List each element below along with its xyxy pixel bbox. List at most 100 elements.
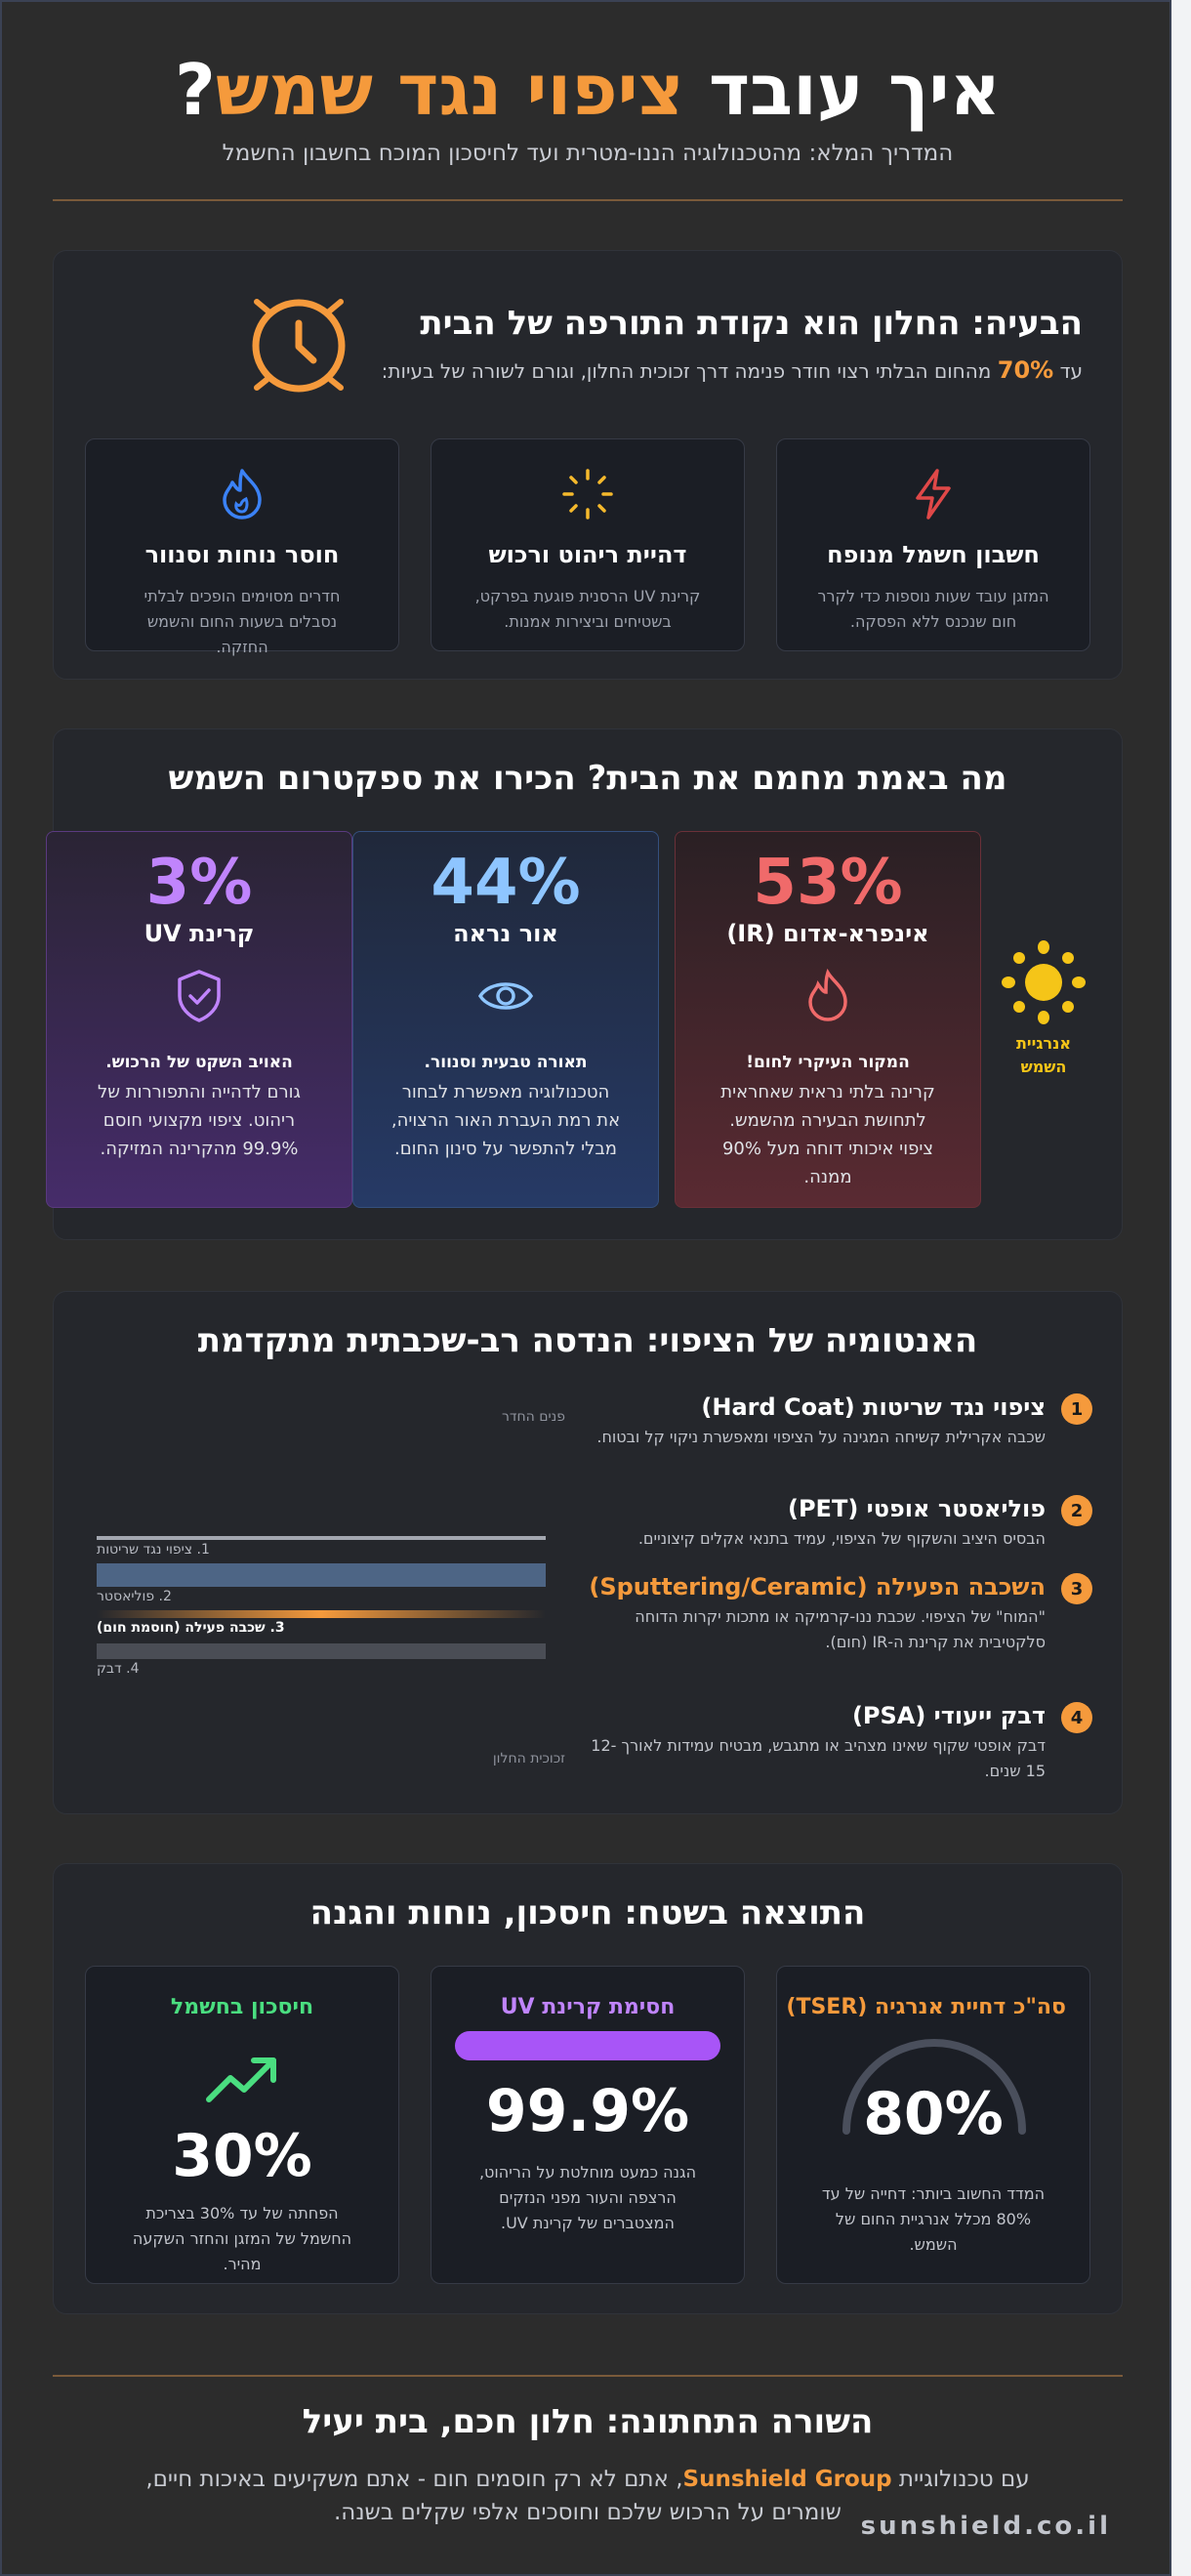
sun-label: אנרגיית השמש bbox=[1015, 1034, 1072, 1076]
tser-gauge: 80% bbox=[777, 2029, 1089, 2181]
trending-up-icon bbox=[206, 2057, 276, 2102]
adhesive-layer bbox=[97, 1643, 546, 1659]
spectrum-card-ir: 53% אינפרא-אדום (IR) המקור העיקרי לחום! … bbox=[675, 831, 981, 1208]
result-card-tser: סה"כ דחיית אנרגיה (TSER) 80% המדד החשוב … bbox=[776, 1966, 1090, 2284]
uv-progress-track bbox=[455, 2031, 720, 2060]
problem-section: הבעיה: החלון הוא נקודת התורפה של הבית עד… bbox=[53, 250, 1123, 680]
result-value: 99.9% bbox=[485, 2077, 690, 2145]
layer-number-badge: 1 bbox=[1061, 1393, 1092, 1425]
result-card-uv: חסימת קרינת UV 99.9% הגנה כמעט מוחלטת על… bbox=[431, 1966, 745, 2284]
layer-item: ציפוי נגד שריטות (Hard Coat) שכבה אקרילי… bbox=[587, 1392, 1046, 1450]
layer-desc: "המוח" של הציפוי. שכבת ננו-קרמיקה או מתכ… bbox=[635, 1607, 1046, 1651]
spectrum-desc: קרינה בלתי נראית שאחראית לתחושת הבעירה מ… bbox=[720, 1082, 935, 1187]
page-title: איך עובד ציפוי נגד שמש? bbox=[2, 41, 1173, 139]
footer-description: עם טכנולוגיית Sunshield Group, אתם לא רק… bbox=[139, 2463, 1037, 2529]
problem-card-electricity: חשבון חשמל מנופח המזגן עובד שעות נוספות … bbox=[776, 438, 1090, 651]
shield-check-icon bbox=[178, 970, 221, 1022]
spectrum-name: אור נראה bbox=[453, 920, 558, 947]
results-section: התוצאה בשטח: חיסכון, נוחות והגנה סה"כ דח… bbox=[53, 1863, 1123, 2314]
room-side-label: פנים החדר bbox=[501, 1409, 565, 1425]
title-accent: ציפוי נגד שמש bbox=[215, 49, 684, 131]
spectrum-card-uv: 3% קרינת UV האויב השקט של הרכוש. גורם לד… bbox=[46, 831, 352, 1208]
layer-label: 2. פוליאסטר bbox=[97, 1589, 172, 1604]
layer-item: השכבה הפעילה (Sputtering/Ceramic) "המוח"… bbox=[587, 1571, 1046, 1655]
layer-number-badge: 4 bbox=[1061, 1702, 1092, 1733]
problem-desc-prefix: עד bbox=[1059, 359, 1083, 383]
clock-icon bbox=[252, 299, 346, 393]
layer-label: 4. דבק bbox=[97, 1661, 140, 1677]
spectrum-name: קרינת UV bbox=[144, 920, 255, 947]
result-card-savings: חיסכון בחשמל 30% הפחתה של עד 30% בצריכת … bbox=[85, 1966, 399, 2284]
problem-card-title: חשבון חשמל מנופח bbox=[827, 541, 1040, 568]
footer-desc-rest: , אתם לא רק חוסמים חום - אתם משקיעים באי… bbox=[145, 2467, 842, 2525]
lightning-icon bbox=[916, 469, 951, 519]
layer-label: 3. שכבה פעילה (חוסמת חום) bbox=[97, 1620, 285, 1636]
spectrum-card-visible: 44% אור נראה תאורה טבעית וסנוור. הטכנולו… bbox=[352, 831, 659, 1208]
brand-name: Sunshield Group bbox=[682, 2467, 892, 2492]
problem-text: הבעיה: החלון הוא נקודת התורפה של הבית עד… bbox=[382, 304, 1083, 384]
layer-title: השכבה הפעילה (Sputtering/Ceramic) bbox=[589, 1573, 1046, 1600]
anatomy-title: האנטומיה של הציפוי: הנדסה רב-שכבתית מתקד… bbox=[197, 1321, 978, 1360]
result-title: חיסכון בחשמל bbox=[170, 1995, 314, 2019]
layer-title: ציפוי נגד שריטות (Hard Coat) bbox=[701, 1393, 1046, 1421]
hard-coat-layer bbox=[97, 1536, 546, 1540]
footer: השורה התחתונה: חלון חכם, בית יעיל עם טכנ… bbox=[2, 2402, 1173, 2529]
problem-card-fading: דהיית ריהוט ורכוש קרינת UV הרסנית פוגעת … bbox=[431, 438, 745, 651]
spectrum-lead: המקור העיקרי לחום! bbox=[746, 1053, 910, 1072]
gauge-arc bbox=[842, 2039, 1026, 2135]
spectrum-lead: תאורה טבעית וסנוור. bbox=[424, 1053, 588, 1072]
layer-number-badge: 2 bbox=[1061, 1495, 1092, 1526]
layer-label: 1. ציפוי נגד שריטות bbox=[97, 1542, 210, 1558]
spectrum-desc: הטכנולוגיה מאפשרת לבחור את רמת העברת האו… bbox=[390, 1082, 621, 1159]
sun-rays-icon bbox=[562, 469, 613, 519]
problem-title: הבעיה: החלון הוא נקודת התורפה של הבית bbox=[420, 304, 1083, 343]
title-part: איך עובד bbox=[708, 49, 1002, 131]
result-desc: הגנה כמעט מוחלטת על הריהוט, הרצפה והעור … bbox=[478, 2163, 697, 2232]
layer-title: פוליאסטר אופטי (PET) bbox=[787, 1495, 1046, 1522]
result-value: 30% bbox=[172, 2122, 312, 2190]
result-desc: הפחתה של עד 30% בצריכת החשמל של המזגן וה… bbox=[132, 2204, 352, 2273]
spectrum-name: אינפרא-אדום (IR) bbox=[726, 920, 929, 947]
problem-card-title: דהיית ריהוט ורכוש bbox=[488, 541, 687, 568]
layer-item: פוליאסטר אופטי (PET) הבסיס היציב והשקוף … bbox=[587, 1493, 1046, 1552]
flame-icon bbox=[223, 469, 262, 519]
pet-layer bbox=[97, 1563, 546, 1587]
problem-description: עד 70% מהחום הבלתי רצוי חודר פנימה דרך ז… bbox=[382, 356, 1083, 384]
spectrum-percent: 44% bbox=[431, 847, 581, 919]
footer-title: השורה התחתונה: חלון חכם, בית יעיל bbox=[302, 2402, 874, 2441]
result-desc: המדד החשוב ביותר: דחייה של עד 80% מכלל א… bbox=[821, 2184, 1046, 2254]
flame-icon bbox=[808, 968, 847, 1021]
result-title: סה"כ דחיית אנרגיה (TSER) bbox=[786, 1995, 1066, 2019]
layer-number-badge: 3 bbox=[1061, 1573, 1092, 1604]
spectrum-desc: גורם לדהייה והתפוררות של ריהוט. ציפוי מק… bbox=[98, 1082, 301, 1159]
problem-desc-rest: מהחום הבלתי רצוי חודר פנימה דרך זכוכית ה… bbox=[381, 359, 992, 383]
spectrum-percent: 53% bbox=[753, 847, 903, 919]
sun-energy: אנרגיית השמש bbox=[995, 938, 1092, 1079]
problem-card-title: חוסר נוחות וסנוור bbox=[144, 541, 340, 568]
page-header: איך עובד ציפוי נגד שמש? המדריך המלא: מהט… bbox=[2, 41, 1173, 166]
layer-desc: שכבה אקרילית קשיחה המגינה על הציפוי ומאפ… bbox=[596, 1428, 1046, 1446]
glass-side-label: זכוכית החלון bbox=[492, 1751, 565, 1766]
layer-desc: דבק אופטי שקוף שאינו מצהיב או מתגבש, מבט… bbox=[591, 1736, 1046, 1780]
results-title: התוצאה בשטח: חיסכון, נוחות והגנה bbox=[309, 1893, 866, 1932]
footer-desc-prefix: עם טכנולוגיית bbox=[898, 2467, 1030, 2492]
footer-divider bbox=[53, 2375, 1123, 2377]
active-layer bbox=[97, 1610, 546, 1618]
uv-progress-fill bbox=[455, 2031, 720, 2060]
eye-icon bbox=[477, 982, 534, 1010]
page-edge bbox=[1171, 0, 1191, 2576]
spectrum-lead: האויב השקט של הרכוש. bbox=[105, 1053, 293, 1072]
problem-card-desc: המזגן עובד שעות נוספות כדי לקרר חום שנכנ… bbox=[817, 587, 1049, 631]
page-subtitle: המדריך המלא: מהטכנולוגיה הננו-מטרית ועד … bbox=[222, 141, 954, 166]
spectrum-section: מה באמת מחמם את הבית? הכירו את ספקטרום ה… bbox=[46, 728, 1123, 1240]
header-divider bbox=[53, 199, 1123, 201]
layer-diagram: פנים החדר 1. ציפוי נגד שריטות 2. פוליאסט… bbox=[97, 1409, 565, 1770]
problem-card-desc: קרינת UV הרסנית פוגעת בפרקט, בשטיחים ובי… bbox=[474, 587, 701, 631]
layer-desc: הבסיס היציב והשקוף של הציפוי, עמיד בתנאי… bbox=[637, 1529, 1046, 1548]
spectrum-percent: 3% bbox=[145, 847, 253, 919]
layer-title: דבק ייעודי (PSA) bbox=[851, 1702, 1046, 1729]
problem-percent: 70% bbox=[997, 356, 1054, 384]
anatomy-section: האנטומיה של הציפוי: הנדסה רב-שכבתית מתקד… bbox=[53, 1291, 1123, 1814]
title-question-mark: ? bbox=[174, 49, 216, 131]
layer-item: דבק ייעודי (PSA) דבק אופטי שקוף שאינו מצ… bbox=[587, 1700, 1046, 1784]
